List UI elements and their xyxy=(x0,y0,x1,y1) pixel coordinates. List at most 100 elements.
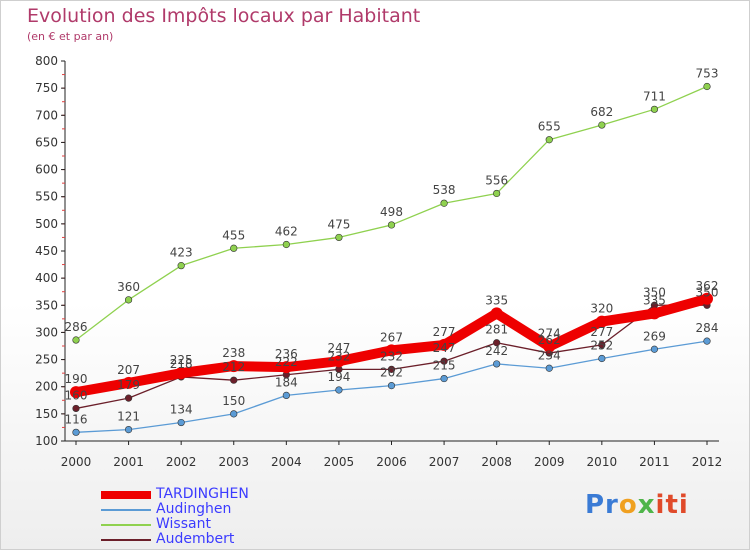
data-label: 116 xyxy=(65,412,88,426)
data-label: 121 xyxy=(117,410,140,424)
data-label: 179 xyxy=(117,378,140,392)
data-label: 252 xyxy=(590,338,613,352)
data-label: 215 xyxy=(433,359,456,373)
data-point xyxy=(387,382,396,390)
y-tick-label: 600 xyxy=(35,163,58,177)
data-point xyxy=(230,410,238,418)
legend-label: Wissant xyxy=(156,516,211,532)
y-tick-label: 750 xyxy=(35,81,58,95)
data-label: 423 xyxy=(170,246,193,260)
data-label: 655 xyxy=(538,120,561,134)
legend-swatch xyxy=(101,491,151,499)
y-tick-label: 350 xyxy=(35,298,58,312)
y-tick-label: 550 xyxy=(35,190,58,204)
data-label: 711 xyxy=(643,89,666,103)
data-label: 455 xyxy=(222,228,245,242)
y-tick-label: 700 xyxy=(35,108,58,122)
data-point xyxy=(280,361,293,374)
data-label: 232 xyxy=(327,349,350,363)
data-label: 335 xyxy=(643,293,666,307)
y-tick-label: 250 xyxy=(35,353,58,367)
data-point xyxy=(175,367,188,380)
data-label: 234 xyxy=(538,348,561,362)
legend-label: Audembert xyxy=(156,531,235,547)
x-tick-label: 2007 xyxy=(429,455,460,469)
data-point xyxy=(598,354,606,363)
data-point xyxy=(122,376,135,389)
data-point xyxy=(598,341,606,349)
data-point xyxy=(545,364,553,372)
data-point xyxy=(72,428,80,436)
data-label: 262 xyxy=(538,333,561,347)
y-tick-label: 400 xyxy=(35,271,58,285)
axes: 100 150 200 250 300 350 400 450 500 550 600 650 700 7… xyxy=(35,54,722,469)
y-tick-label: 100 xyxy=(35,434,58,448)
data-label: 360 xyxy=(117,280,140,294)
logo-part: iti xyxy=(655,490,689,520)
legend-swatch xyxy=(101,509,151,511)
x-tick-label: 2008 xyxy=(481,455,512,469)
data-point xyxy=(490,307,503,320)
chart-title: Evolution des Impôts locaux par Habitant xyxy=(27,5,421,27)
data-point xyxy=(177,262,185,270)
data-point xyxy=(545,136,553,144)
data-point xyxy=(124,296,133,304)
data-point xyxy=(72,404,80,413)
legend-item: Audembert xyxy=(101,531,321,547)
x-tick-label: 2006 xyxy=(376,455,407,469)
data-point xyxy=(493,339,501,347)
data-point xyxy=(648,307,661,320)
y-tick-label: 800 xyxy=(35,54,58,68)
chart-subtitle: (en € et par an) xyxy=(27,30,114,43)
data-label: 184 xyxy=(275,375,298,389)
data-label: 267 xyxy=(380,330,403,344)
data-label: 753 xyxy=(696,67,719,81)
data-point xyxy=(387,221,396,229)
data-label: 212 xyxy=(222,360,245,374)
data-label: 286 xyxy=(65,320,88,334)
data-label: 475 xyxy=(327,217,350,231)
data-label: 247 xyxy=(327,341,350,355)
legend: TARDINGHEN Audinghen Wissant Audembert xyxy=(101,486,321,547)
data-point xyxy=(230,376,238,384)
data-label: 682 xyxy=(590,105,613,119)
x-tick-label: 2010 xyxy=(587,455,618,469)
data-label: 498 xyxy=(380,205,403,219)
x-tick-label: 2011 xyxy=(639,455,670,469)
data-point xyxy=(701,292,713,305)
data-point xyxy=(595,315,608,328)
data-point xyxy=(282,391,290,400)
data-label: 281 xyxy=(485,323,508,337)
x-tick-label: 2001 xyxy=(113,455,144,469)
y-tick-label: 450 xyxy=(35,244,58,258)
data-point xyxy=(650,345,659,353)
data-label: 362 xyxy=(696,279,719,293)
data-point xyxy=(440,374,448,383)
x-tick-label: 2004 xyxy=(271,455,302,469)
data-point xyxy=(703,337,711,345)
legend-item: TARDINGHEN xyxy=(101,486,321,502)
series-points xyxy=(70,82,713,436)
y-tick-label: 300 xyxy=(35,325,58,339)
data-label: 190 xyxy=(65,372,88,386)
data-point xyxy=(703,82,711,91)
data-label: 218 xyxy=(170,357,193,371)
legend-swatch xyxy=(101,524,151,526)
data-label: 462 xyxy=(275,224,298,238)
data-point xyxy=(438,338,451,351)
data-label: 242 xyxy=(485,344,508,358)
data-label: 350 xyxy=(643,285,666,299)
data-labels: 190 207 225 238 236 247 267 277 335 274 320 335 362 1… xyxy=(65,67,719,427)
data-label: 238 xyxy=(222,346,245,360)
data-label: 320 xyxy=(590,302,613,316)
legend-item: Audinghen xyxy=(101,501,321,517)
x-tick-label: 2002 xyxy=(166,455,197,469)
x-tick-label: 2009 xyxy=(534,455,565,469)
logo-part: x xyxy=(637,490,656,520)
x-tick-label: 2005 xyxy=(324,455,355,469)
data-point xyxy=(332,355,345,368)
data-label: 277 xyxy=(590,325,613,339)
data-point xyxy=(124,394,133,402)
data-label: 160 xyxy=(65,388,88,402)
